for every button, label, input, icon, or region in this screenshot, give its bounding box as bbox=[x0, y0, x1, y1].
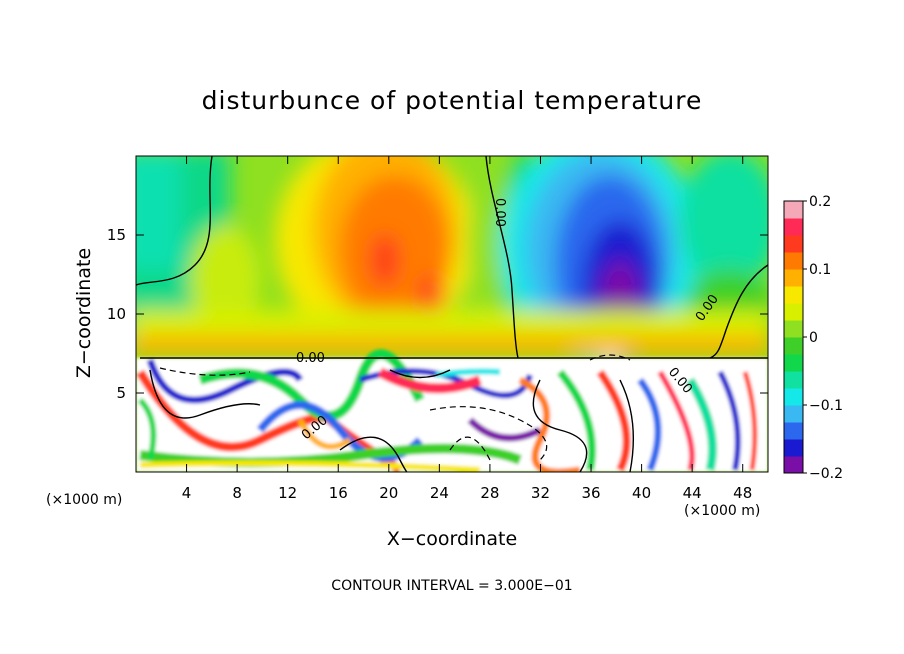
colorbar-tick-label: −0.2 bbox=[809, 466, 843, 482]
colorbar-swatch bbox=[784, 218, 803, 236]
contour-label: 0.00 bbox=[296, 351, 325, 366]
x-tick-label: 12 bbox=[278, 484, 297, 502]
x-tick-label: 24 bbox=[430, 484, 449, 502]
x-tick-label: 16 bbox=[329, 484, 348, 502]
colorbar-swatch bbox=[784, 303, 803, 321]
y-tick-label: 15 bbox=[107, 226, 126, 244]
chart-title: disturbunce of potential temperature bbox=[201, 86, 703, 115]
colorbar-swatch bbox=[784, 286, 803, 304]
x-tick-label: 28 bbox=[480, 484, 499, 502]
colorbar: 0.2 0.1 0 −0.1 −0.2 bbox=[783, 194, 843, 482]
x-unit-label: (×1000 m) bbox=[684, 503, 761, 519]
colorbar-swatch bbox=[784, 354, 803, 372]
colorbar-swatch bbox=[784, 269, 803, 287]
x-tick-label: 32 bbox=[531, 484, 550, 502]
x-tick-label: 40 bbox=[632, 484, 651, 502]
heatmap-field: 0.00 0.00 0.00 0.00 0.00 bbox=[136, 156, 768, 472]
x-tick-label: 48 bbox=[733, 484, 752, 502]
colorbar-swatch bbox=[784, 252, 803, 270]
colorbar-swatch bbox=[784, 320, 803, 338]
x-axis-label: X−coordinate bbox=[386, 528, 518, 550]
x-tick-label: 4 bbox=[182, 484, 192, 502]
colorbar-swatch bbox=[784, 439, 803, 457]
y-axis: 5 10 15 bbox=[107, 226, 768, 402]
y-axis-label: Z−coordinate bbox=[73, 247, 95, 379]
colorbar-swatch bbox=[784, 337, 803, 355]
colorbar-swatch bbox=[784, 422, 803, 440]
colorbar-swatch bbox=[784, 405, 803, 423]
colorbar-tick-label: 0.2 bbox=[809, 194, 831, 210]
colorbar-tick-label: 0.1 bbox=[809, 262, 831, 278]
colorbar-swatch bbox=[784, 371, 803, 389]
y-tick-label: 10 bbox=[107, 305, 126, 323]
colorbar-tick-label: 0 bbox=[809, 330, 818, 346]
z-unit-label: (×1000 m) bbox=[46, 492, 123, 508]
colorbar-swatch bbox=[784, 388, 803, 406]
colorbar-tick-label: −0.1 bbox=[809, 398, 843, 414]
colorbar-swatch bbox=[784, 456, 803, 474]
x-axis: 4 8 12 16 20 24 28 32 36 40 44 48 bbox=[182, 156, 752, 502]
x-tick-label: 8 bbox=[232, 484, 242, 502]
contour-interval-note: CONTOUR INTERVAL = 3.000E−01 bbox=[331, 578, 573, 594]
x-tick-label: 20 bbox=[379, 484, 398, 502]
contour-label: 0.00 bbox=[492, 198, 507, 227]
colorbar-swatch bbox=[784, 235, 803, 253]
colorbar-swatch bbox=[784, 201, 803, 219]
x-tick-label: 36 bbox=[581, 484, 600, 502]
x-tick-label: 44 bbox=[683, 484, 702, 502]
y-tick-label: 5 bbox=[116, 384, 126, 402]
